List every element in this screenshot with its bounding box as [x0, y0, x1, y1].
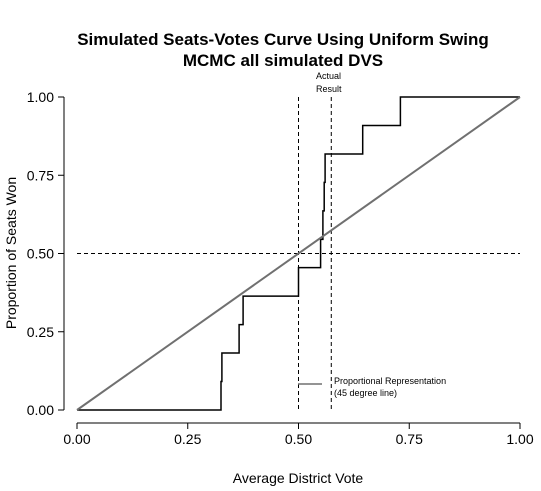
- legend-label-line2: (45 degree line): [334, 388, 397, 398]
- series-group: [76, 96, 521, 411]
- x-tick-label-4: 1.00: [506, 431, 533, 447]
- legend-label-line1: Proportional Representation: [334, 376, 446, 386]
- y-tick-label-2: 0.50: [27, 246, 54, 262]
- y-tick-label-0: 0.00: [27, 402, 54, 418]
- chart-title: Simulated Seats-Votes Curve Using Unifor…: [77, 30, 489, 49]
- chart-subtitle: MCMC all simulated DVS: [183, 51, 383, 70]
- x-axis-title: Average District Vote: [233, 470, 364, 486]
- axes: [58, 96, 521, 429]
- x-tick-label-0: 0.00: [63, 431, 90, 447]
- y-tick-label-4: 1.00: [27, 89, 54, 105]
- y-tick-label-1: 0.25: [27, 324, 54, 340]
- actual-result-label-line2: Result: [316, 84, 342, 94]
- proportional-representation-line: [76, 96, 521, 411]
- x-tick-label-3: 0.75: [396, 431, 423, 447]
- y-axis-title: Proportion of Seats Won: [3, 177, 19, 329]
- x-tick-label-2: 0.50: [285, 431, 312, 447]
- actual-result-label-line1: Actual: [316, 71, 341, 81]
- seats-votes-step-line: [77, 96, 520, 411]
- y-tick-label-3: 0.75: [27, 167, 54, 183]
- x-tick-label-1: 0.25: [174, 431, 201, 447]
- tick-labels: 0.00 0.25 0.50 0.75 1.00 0.00 0.25 0.50 0.75 1.00: [27, 89, 534, 447]
